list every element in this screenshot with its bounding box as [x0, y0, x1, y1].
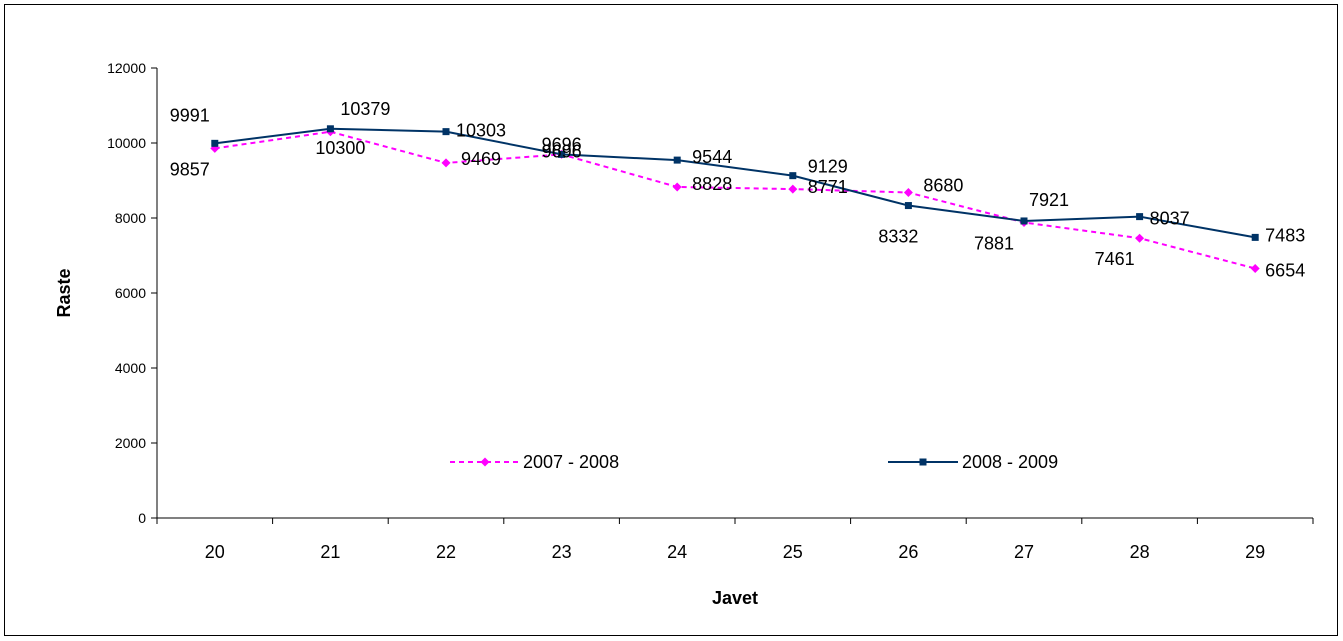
series-2-point [673, 156, 681, 164]
data-label: 10303 [456, 121, 506, 141]
series-2-point [558, 150, 566, 158]
data-label: 9469 [461, 149, 501, 169]
data-label: 9696 [542, 134, 582, 154]
data-label: 6654 [1265, 260, 1305, 280]
y-tick-label: 8000 [115, 210, 146, 226]
series-line-2 [214, 127, 1256, 239]
x-axis: 20 21 22 23 24 25 26 27 28 29 [156, 517, 1314, 562]
legend: 2007 - 2008 2008 - 2009 [450, 452, 1058, 472]
data-labels: 9857 10300 9469 9696 8828 8771 8680 7881 7461 665… [170, 99, 1305, 281]
chart-frame [4, 4, 1338, 636]
data-label: 7461 [1095, 249, 1135, 269]
legend-label: 2008 - 2009 [962, 452, 1058, 472]
series-2-point [442, 128, 450, 136]
x-tick-label: 25 [783, 542, 803, 562]
data-label: 8771 [808, 177, 848, 197]
data-label: 8680 [923, 176, 963, 196]
data-label: 9991 [170, 105, 210, 125]
legend-label: 2007 - 2008 [523, 452, 619, 472]
series-2-point [211, 139, 219, 147]
y-tick-label: 0 [138, 510, 146, 526]
data-label: 8332 [878, 227, 918, 247]
data-label: 10379 [340, 99, 390, 119]
data-label: 7881 [974, 233, 1014, 253]
data-label: 9544 [692, 147, 732, 167]
x-tick-label: 27 [1014, 542, 1034, 562]
data-label: 10300 [315, 138, 365, 158]
series-1-point [672, 182, 682, 192]
x-tick-label: 26 [898, 542, 918, 562]
x-axis-title: Javet [712, 588, 758, 608]
x-tick-label: 28 [1130, 542, 1150, 562]
data-label: 7921 [1029, 190, 1069, 210]
data-label: 7483 [1265, 225, 1305, 245]
data-label: 8037 [1150, 209, 1190, 229]
y-axis-title: Raste [54, 268, 74, 317]
y-tick-label: 4000 [115, 360, 146, 376]
data-label: 8828 [692, 174, 732, 194]
series-1-point [441, 158, 451, 168]
x-tick-label: 21 [320, 542, 340, 562]
series-2-point [1251, 233, 1259, 241]
series-2-point [326, 125, 334, 133]
y-axis: 0 2000 4000 6000 8000 10000 12000 [107, 60, 158, 526]
series-2-point [1136, 213, 1144, 221]
data-label: 9129 [808, 157, 848, 177]
data-label: 9857 [170, 159, 210, 179]
series-1-point [1250, 263, 1260, 273]
x-tick-label: 23 [552, 542, 572, 562]
series-group [210, 125, 1260, 273]
series-1-point [1135, 233, 1145, 243]
y-tick-label: 10000 [107, 135, 146, 151]
series-line-1 [214, 130, 1256, 270]
series-1-point [903, 188, 913, 197]
x-tick-label: 24 [667, 542, 687, 562]
series-2-point [904, 202, 912, 210]
legend-marker [480, 457, 490, 467]
series-1-point [788, 184, 798, 194]
y-tick-label: 12000 [107, 60, 146, 76]
data-label: 9696 [542, 141, 582, 161]
x-tick-label: 22 [436, 542, 456, 562]
x-tick-label: 20 [205, 542, 225, 562]
x-tick-label: 29 [1245, 542, 1265, 562]
legend-marker [919, 458, 927, 466]
y-tick-label: 6000 [115, 285, 146, 301]
series-2-point [789, 172, 797, 180]
series-2-point [1020, 217, 1028, 225]
y-tick-label: 2000 [115, 435, 146, 451]
